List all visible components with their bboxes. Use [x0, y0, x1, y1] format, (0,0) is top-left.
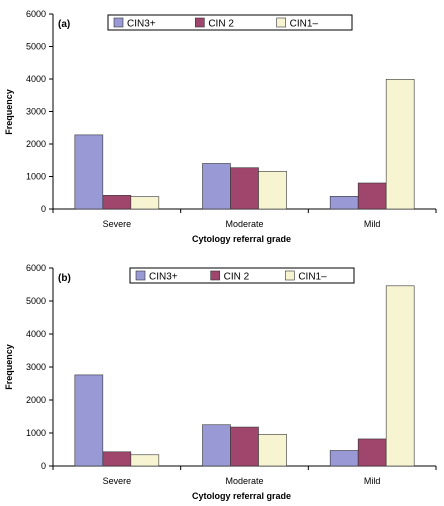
- y-tick-label: 3000: [26, 362, 46, 372]
- legend: CIN3+ CIN 2 CIN1–: [129, 267, 355, 284]
- y-tick-label: 5000: [26, 296, 46, 306]
- y-tick-label: 4000: [26, 74, 46, 84]
- legend-swatch: [276, 17, 286, 28]
- y-tick-label: 1000: [26, 428, 46, 438]
- bar-cin-2: [357, 182, 387, 210]
- legend-box: [129, 267, 355, 284]
- legend-label: CIN 2: [224, 272, 250, 283]
- y-tick-label: 0: [41, 204, 46, 214]
- legend-swatch: [195, 17, 205, 28]
- bar-cin1-: [130, 454, 160, 467]
- y-axis-title: Frequency: [4, 344, 14, 390]
- legend-label: CIN1–: [298, 272, 327, 283]
- legend: CIN3+ CIN 2 CIN1–: [107, 14, 353, 31]
- x-tick-label: Mild: [364, 476, 381, 486]
- x-tick-label: Moderate: [225, 219, 263, 229]
- x-axis-title: Cytology referral grade: [192, 491, 291, 501]
- y-tick-label: 2000: [26, 395, 46, 405]
- y-tick-label: 3000: [26, 107, 46, 117]
- y-tick-label: 1000: [26, 172, 46, 182]
- x-tick-label: Moderate: [225, 476, 263, 486]
- legend-label: CIN 2: [208, 19, 234, 30]
- legend-box: [107, 14, 353, 31]
- bar-cin-2: [357, 438, 387, 467]
- legend-swatch: [210, 270, 220, 281]
- bar-cin-2: [230, 426, 259, 467]
- legend-label: CIN1–: [290, 19, 319, 30]
- bar-cin1-: [258, 434, 287, 467]
- y-tick-label: 6000: [26, 9, 46, 19]
- legend-label: CIN3+: [149, 272, 178, 283]
- bar-cin-2: [230, 167, 259, 210]
- bar-cin1-: [258, 171, 287, 210]
- y-tick-label: 5000: [26, 42, 46, 52]
- legend-label: CIN3+: [127, 19, 156, 30]
- bar-cin-2: [102, 451, 132, 467]
- bar-cin3-: [202, 163, 231, 210]
- y-tick-label: 4000: [26, 329, 46, 339]
- bar-cin1-: [130, 196, 160, 210]
- y-tick-label: 0: [41, 461, 46, 471]
- bar-cin-2: [102, 195, 132, 210]
- bar-cin3-: [74, 134, 104, 210]
- legend-swatch: [285, 270, 295, 281]
- y-tick-label: 6000: [26, 263, 46, 273]
- x-tick-label: Severe: [103, 476, 132, 486]
- bar-cin1-: [385, 79, 415, 210]
- y-tick-label: 2000: [26, 139, 46, 149]
- bar-cin3-: [329, 196, 359, 210]
- legend-swatch: [135, 270, 146, 281]
- x-tick-label: Mild: [364, 219, 381, 229]
- panel-b: 0 1000 2000 3000 4000 5000 6000 Severe Moderate M…: [4, 263, 437, 501]
- panel-label: (b): [58, 273, 71, 284]
- panel-a: 0 1000 2000 3000 4000 5000 6000 Severe Moderate M…: [4, 9, 437, 244]
- bar-cin3-: [74, 374, 104, 467]
- y-axis-title: Frequency: [4, 89, 14, 135]
- x-tick-label: Severe: [103, 219, 132, 229]
- bar-cin3-: [329, 450, 359, 467]
- panel-label: (a): [58, 19, 70, 30]
- legend-swatch: [113, 17, 124, 28]
- x-axis-title: Cytology referral grade: [192, 234, 291, 244]
- bar-cin1-: [385, 285, 415, 467]
- bar-cin3-: [202, 424, 231, 467]
